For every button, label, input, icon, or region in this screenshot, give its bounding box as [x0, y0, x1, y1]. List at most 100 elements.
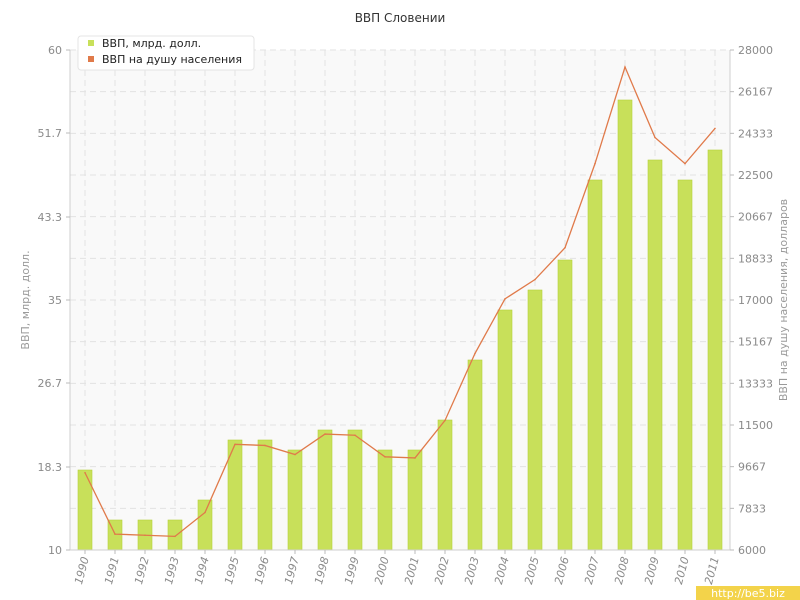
x-tick-label: 1993 [162, 555, 182, 585]
bar [647, 159, 663, 551]
legend-label-bars: ВВП, млрд. долл. [102, 37, 201, 50]
bar [377, 449, 393, 551]
line-point [294, 453, 296, 456]
line-point [714, 127, 716, 130]
line-point [654, 136, 656, 139]
y2-axis-label: ВВП на душу населения, долларов [777, 199, 790, 401]
bar [437, 419, 453, 551]
watermark-text: http://be5.biz [711, 587, 785, 600]
bar [707, 149, 723, 551]
line-point [324, 433, 326, 435]
chart-title: ВВП Словении [355, 11, 446, 25]
y2-tick-label: 13333 [738, 377, 773, 390]
line-point [174, 535, 176, 538]
legend-swatch-bars [88, 40, 94, 46]
y-tick-label: 35 [48, 294, 62, 307]
line-point [144, 534, 146, 537]
x-tick-label: 2006 [552, 555, 572, 585]
line-point [504, 298, 506, 300]
watermark: http://be5.biz [696, 586, 800, 600]
line-point [414, 457, 416, 459]
x-tick-label: 2001 [402, 555, 422, 585]
bar [557, 259, 573, 551]
line-point [474, 352, 476, 355]
line-point [624, 66, 626, 68]
bar [407, 449, 423, 551]
line-point [264, 444, 266, 447]
bar [467, 359, 483, 551]
bar [317, 429, 333, 551]
bar [617, 99, 633, 551]
line-point [594, 162, 596, 165]
y2-tick-label: 22500 [738, 169, 773, 182]
legend: ВВП, млрд. долл. ВВП на душу населения [77, 35, 255, 71]
x-tick-label: 2009 [642, 555, 662, 585]
bar [347, 429, 363, 551]
legend-label-line: ВВП на душу населения [102, 53, 242, 66]
legend-box [77, 35, 255, 71]
bar [677, 179, 693, 551]
y2-tick-label: 9667 [738, 461, 766, 474]
x-tick-label: 2002 [432, 555, 452, 585]
y2-tick-label: 26167 [738, 86, 773, 99]
x-axis-ticks: 1990 1991 1992 1993 1994 1995 1996 1997 1998 1999… [72, 550, 722, 586]
y-axis-ticks: 10 18.3 26.7 35 43.3 51.7 60 [38, 44, 70, 557]
x-tick-label: 2005 [522, 555, 542, 585]
x-tick-label: 2004 [492, 555, 512, 585]
line-point [444, 419, 446, 422]
watermark-bg [696, 586, 800, 600]
line-point [384, 456, 386, 458]
x-tick-label: 2011 [702, 555, 722, 585]
legend-swatch-line [88, 56, 94, 62]
x-tick-label: 1992 [132, 555, 152, 585]
y-axis-label: ВВП, млрд. долл. [19, 250, 32, 349]
line-point [684, 162, 686, 165]
line-point [564, 246, 566, 249]
y-tick-label: 43.3 [38, 211, 63, 224]
bar [497, 309, 513, 551]
bar [167, 519, 183, 551]
bar [587, 179, 603, 551]
y-tick-label: 60 [48, 44, 62, 57]
x-tick-label: 2003 [462, 555, 482, 585]
bar-series [77, 99, 723, 551]
x-tick-label: 1996 [252, 555, 272, 585]
x-tick-label: 1994 [192, 555, 212, 585]
y2-tick-label: 6000 [738, 544, 766, 557]
line-point [234, 443, 236, 446]
y2-tick-label: 20667 [738, 211, 773, 224]
y2-tick-label: 11500 [738, 419, 773, 432]
y2-tick-label: 28000 [738, 44, 773, 57]
bar [527, 289, 543, 551]
y-tick-label: 51.7 [38, 127, 63, 140]
y2-tick-label: 15167 [738, 336, 773, 349]
x-tick-label: 1991 [102, 555, 122, 585]
x-tick-label: 1995 [222, 555, 242, 585]
y2-tick-label: 24333 [738, 127, 773, 140]
y2-tick-label: 17000 [738, 294, 773, 307]
y2-tick-label: 7833 [738, 502, 766, 515]
line-point [84, 471, 86, 474]
y-tick-label: 10 [48, 544, 62, 557]
x-tick-label: 2000 [372, 555, 392, 585]
bar [287, 449, 303, 551]
line-point [354, 434, 356, 437]
line-point [204, 511, 206, 514]
y2-tick-label: 18833 [738, 252, 773, 265]
bar [257, 439, 273, 551]
x-tick-label: 1999 [342, 555, 362, 585]
x-tick-label: 2010 [672, 555, 692, 585]
bar [197, 499, 213, 551]
x-tick-label: 1990 [72, 555, 92, 585]
y2-axis-ticks: 6000 7833 9667 11500 13333 15167 17000 18833 206… [730, 44, 773, 557]
line-point [114, 533, 116, 535]
line-point [534, 278, 536, 281]
x-tick-label: 2008 [612, 555, 632, 585]
y-tick-label: 26.7 [38, 377, 63, 390]
series-line [84, 65, 716, 538]
x-tick-label: 1998 [312, 555, 332, 585]
line-series [84, 65, 716, 538]
x-tick-label: 1997 [282, 555, 302, 585]
x-tick-label: 2007 [582, 555, 602, 585]
